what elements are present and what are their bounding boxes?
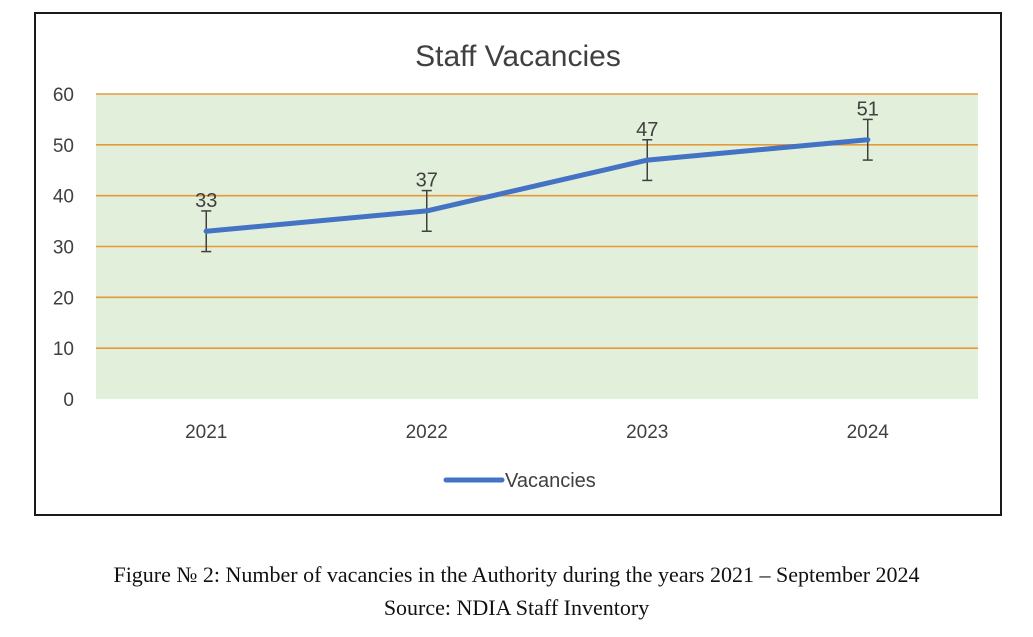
data-point	[203, 228, 209, 234]
x-tick-label: 2024	[847, 422, 890, 443]
data-label: 47	[636, 119, 658, 141]
data-label: 37	[416, 170, 438, 192]
series-line-vacancies	[203, 137, 871, 234]
y-tick-label: 30	[53, 238, 74, 259]
data-label: 51	[857, 98, 879, 120]
chart-title: Staff Vacancies	[415, 40, 621, 73]
data-point	[424, 208, 430, 214]
y-tick-label: 40	[53, 187, 74, 208]
data-point	[644, 157, 650, 163]
y-tick-label: 10	[53, 339, 74, 360]
y-tick-label: 20	[53, 288, 74, 309]
y-tick-label: 50	[53, 136, 74, 157]
data-label: 33	[195, 190, 217, 212]
line-chart: Staff Vacancies 0 10 20 30 40 50 60 2021 2022 202…	[53, 40, 978, 492]
y-tick-label: 0	[63, 390, 74, 411]
figure-caption: Figure № 2: Number of vacancies in the A…	[113, 562, 920, 587]
x-tick-label: 2021	[185, 422, 227, 443]
legend-label: Vacancies	[505, 470, 596, 492]
data-point	[865, 137, 871, 143]
figure-source: Source: NDIA Staff Inventory	[383, 595, 650, 620]
x-tick-label: 2023	[626, 422, 668, 443]
x-tick-label: 2022	[406, 422, 448, 443]
y-tick-label: 60	[53, 85, 74, 106]
